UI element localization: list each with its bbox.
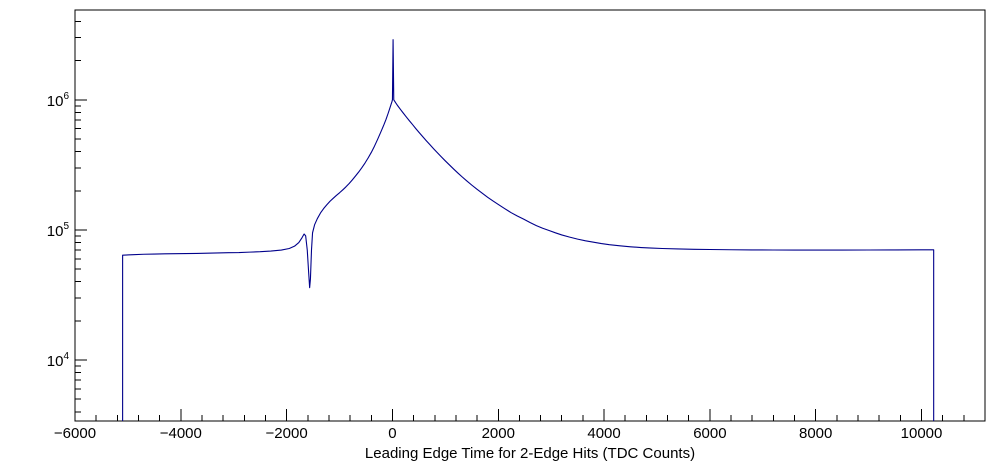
y-tick-label: 104 bbox=[47, 351, 70, 370]
x-tick-label: 2000 bbox=[482, 425, 515, 442]
y-tick-label: 106 bbox=[47, 91, 70, 110]
y-axis-ticks bbox=[75, 20, 87, 413]
y-axis-tick-labels: 104 105 106 bbox=[47, 91, 70, 370]
x-tick-label: 6000 bbox=[693, 425, 726, 442]
x-tick-label: 10000 bbox=[901, 425, 943, 442]
x-tick-label: 4000 bbox=[587, 425, 620, 442]
y-tick-label: 105 bbox=[47, 221, 70, 240]
x-axis-tick-labels: −6000 −4000 −2000 0 2000 4000 6000 8000 10000 bbox=[54, 425, 942, 442]
x-axis-title: Leading Edge Time for 2-Edge Hits (TDC C… bbox=[365, 445, 695, 462]
x-axis-ticks bbox=[74, 409, 986, 421]
plot-frame bbox=[74, 9, 986, 422]
x-tick-label: −4000 bbox=[160, 425, 202, 442]
histogram-curve bbox=[122, 39, 935, 421]
x-tick-label: −6000 bbox=[54, 425, 96, 442]
x-tick-label: 0 bbox=[388, 425, 396, 442]
x-tick-label: −2000 bbox=[266, 425, 308, 442]
x-tick-label: 8000 bbox=[799, 425, 832, 442]
